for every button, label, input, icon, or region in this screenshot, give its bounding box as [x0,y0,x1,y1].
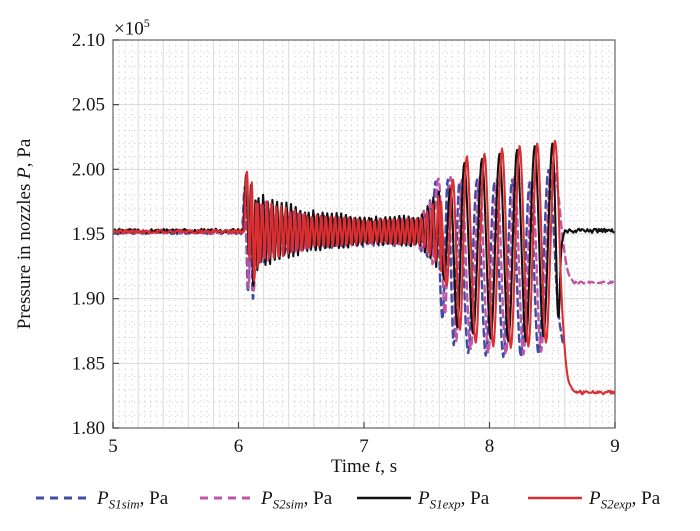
y-tick-label: 2.10 [72,30,105,51]
legend-item-S1sim: PS1sim, Pa [36,488,169,512]
y-tick-label: 1.85 [72,353,105,374]
legend: PS1sim, Pa PS2sim, Pa PS1exp, Pa PS2exp, Pa [36,488,661,512]
tick-marks [112,39,616,429]
legend-label-S2sim: PS2sim, Pa [260,488,333,512]
x-tick-label: 6 [234,436,244,457]
legend-label-S1sim: PS1sim, Pa [96,488,169,512]
y-tick-label: 2.05 [72,95,105,116]
x-tick-label: 7 [359,436,369,457]
y-tick-label: 1.95 [72,224,105,245]
y-tick-label: 1.90 [72,289,105,310]
y-tick-label: 1.80 [72,418,105,439]
legend-item-S2exp: PS2exp, Pa [528,488,661,512]
x-tick-label: 9 [610,436,620,457]
legend-item-S1exp: PS1exp, Pa [357,488,490,512]
y-axis-offset-label: ×105 [114,16,150,40]
series-line-S2exp [113,139,615,396]
y-axis-label: Pressure in nozzles P, Pa [14,138,35,329]
y-tick-label: 2.00 [72,159,105,180]
legend-label-S1exp: PS1exp, Pa [417,488,490,512]
x-axis-label: Time t, s [331,456,397,477]
x-tick-label: 5 [108,436,118,457]
series-group [113,139,615,396]
legend-label-S2exp: PS2exp, Pa [588,488,661,512]
x-tick-label: 8 [485,436,495,457]
tick-labels: 5 6 7 8 9 1.80 1.85 1.90 1.95 2.00 2.05 2.10 [72,30,620,457]
legend-item-S2sim: PS2sim, Pa [200,488,333,512]
